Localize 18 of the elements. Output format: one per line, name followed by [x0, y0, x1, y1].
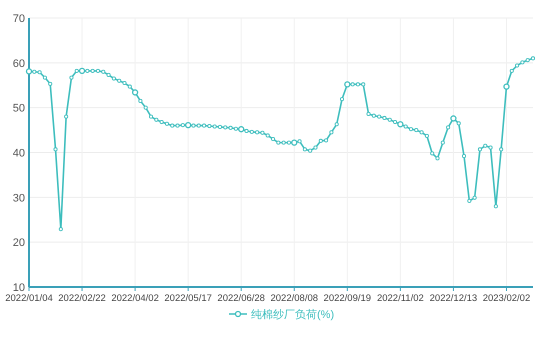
x-tick-label: 2022/05/17 [164, 293, 212, 304]
x-tick-label: 2022/11/02 [376, 293, 424, 304]
y-tick-label: 60 [12, 58, 25, 70]
x-tick-label: 2022/01/04 [5, 293, 53, 304]
x-tick-label: 2022/08/08 [270, 293, 318, 304]
y-tick-label: 50 [12, 102, 25, 115]
y-tick-label: 20 [12, 237, 25, 250]
x-tick-label: 2022/06/28 [217, 293, 265, 304]
x-tick-label: 2022/02/22 [58, 293, 106, 304]
x-tick-label: 2022/12/13 [430, 293, 478, 304]
legend-label: 纯棉纱厂负荷(%) [251, 308, 334, 321]
x-tick-label: 2023/02/02 [482, 293, 530, 304]
y-tick-label: 10 [12, 282, 25, 294]
y-tick-label: 40 [12, 148, 25, 160]
x-tick-label: 2022/04/02 [111, 293, 159, 304]
y-tick-label: 70 [12, 13, 25, 25]
x-tick-label: 2022/09/19 [324, 293, 372, 304]
y-tick-label: 30 [12, 192, 25, 204]
